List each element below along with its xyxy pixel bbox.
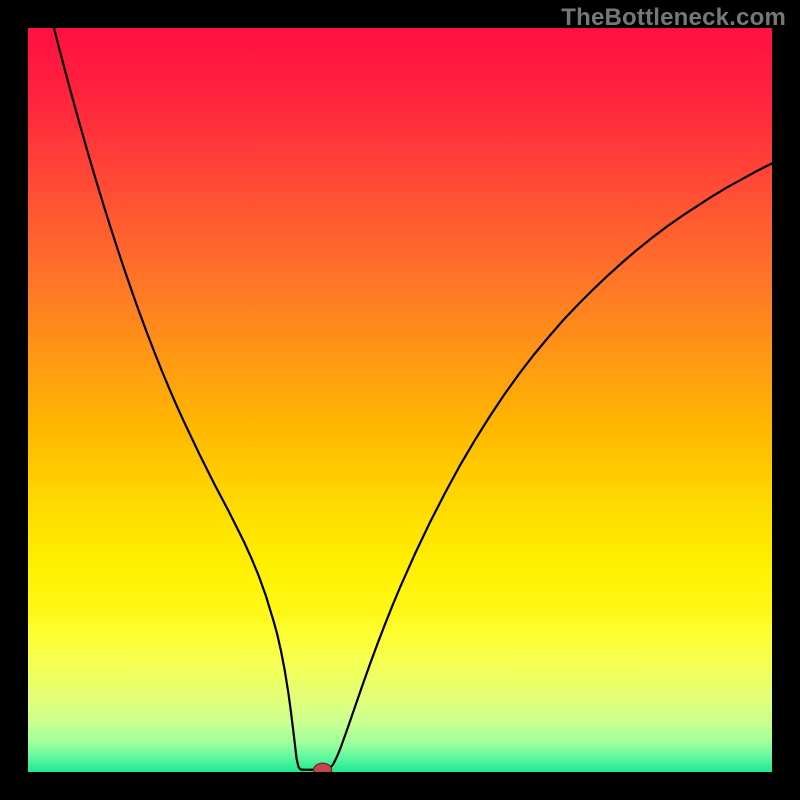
plot-background bbox=[28, 28, 772, 772]
chart-container: TheBottleneck.com bbox=[0, 0, 800, 800]
bottleneck-chart bbox=[0, 0, 800, 800]
watermark-text: TheBottleneck.com bbox=[561, 4, 786, 32]
